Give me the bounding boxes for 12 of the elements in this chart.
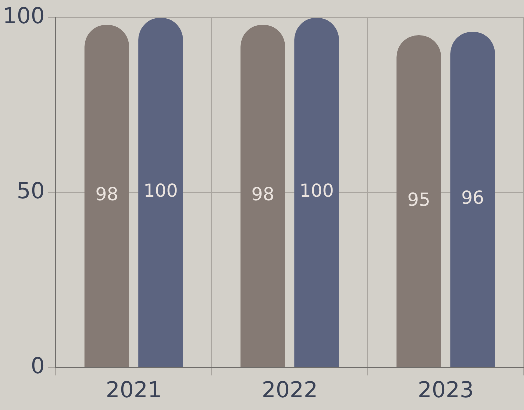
data-label: 100	[144, 181, 178, 202]
data-label: 98	[252, 184, 275, 206]
y-tick-label: 0	[30, 354, 45, 380]
x-tick-label: 2022	[262, 378, 318, 404]
x-tick-label: 2021	[106, 378, 162, 404]
data-label: 100	[300, 181, 334, 202]
x-tick-label: 2023	[418, 378, 474, 404]
y-tick-label: 50	[16, 180, 45, 205]
y-tick-label: 100	[2, 4, 45, 30]
data-label: 95	[408, 190, 431, 211]
data-label: 98	[96, 184, 119, 206]
data-label: 96	[461, 188, 484, 210]
